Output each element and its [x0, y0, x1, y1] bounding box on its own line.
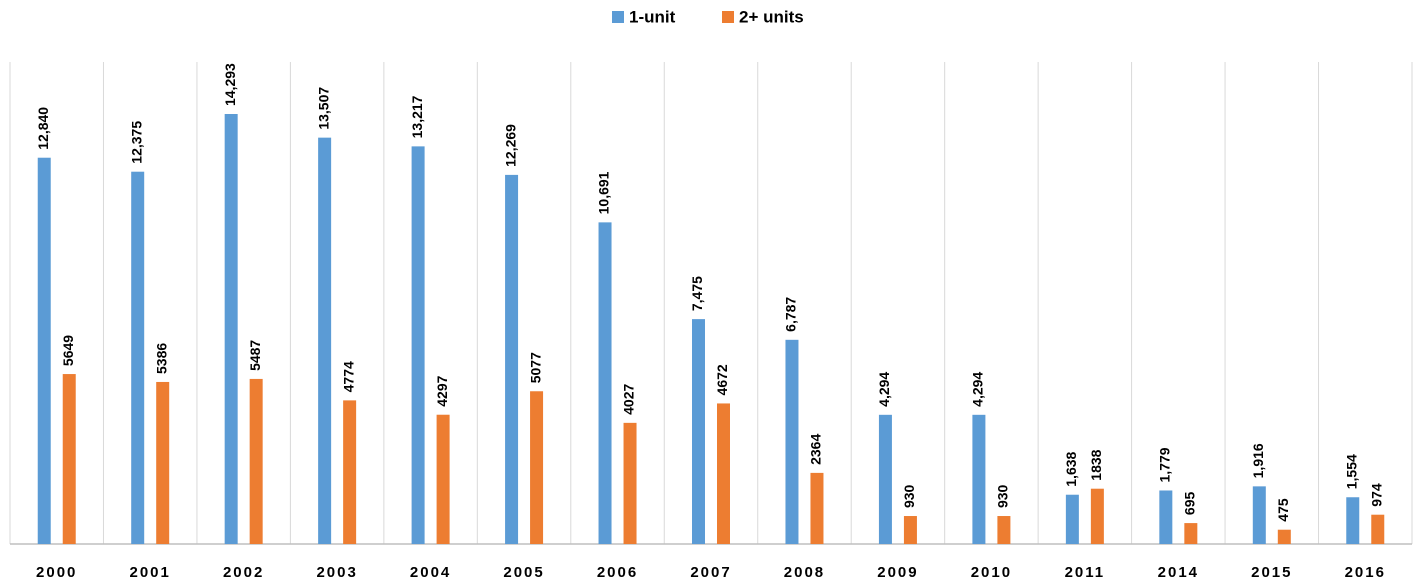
data-label: 4774 — [340, 361, 356, 392]
data-label: 10,691 — [596, 171, 612, 214]
bar — [318, 137, 332, 544]
data-label: 475 — [1275, 498, 1291, 522]
data-label: 5077 — [527, 352, 543, 383]
bar — [530, 391, 544, 544]
bar — [37, 157, 51, 544]
data-label: 13,507 — [315, 87, 331, 130]
data-label: 4,294 — [970, 372, 986, 407]
bar — [1346, 497, 1360, 544]
legend-swatch — [722, 11, 734, 23]
x-tick-label: 2015 — [1251, 564, 1292, 581]
bar — [785, 339, 799, 544]
bar — [717, 403, 730, 544]
bar — [343, 400, 357, 544]
bar — [997, 516, 1011, 544]
data-label: 4027 — [621, 383, 637, 414]
x-tick-label: 2014 — [1158, 564, 1199, 581]
data-label: 6,787 — [783, 297, 799, 332]
x-tick-label: 2005 — [503, 564, 544, 581]
legend-swatch — [612, 11, 624, 23]
bar — [131, 171, 145, 544]
data-label: 4,294 — [876, 372, 892, 407]
data-label: 1,554 — [1343, 454, 1359, 489]
data-label: 13,217 — [409, 95, 425, 138]
data-label: 5487 — [247, 340, 263, 371]
bar — [1184, 523, 1198, 544]
data-label: 7,475 — [689, 276, 705, 311]
x-tick-label: 2007 — [690, 564, 731, 581]
bar — [505, 174, 519, 544]
data-label: 5649 — [60, 335, 76, 366]
bar — [436, 414, 450, 544]
data-label: 1838 — [1088, 449, 1104, 480]
x-tick-label: 2000 — [36, 564, 77, 581]
x-tick-label: 2008 — [784, 564, 825, 581]
x-tick-label: 2009 — [877, 564, 918, 581]
legend-label: 2+ units — [739, 7, 804, 26]
bar — [1065, 494, 1079, 544]
bar — [598, 222, 612, 544]
bar — [878, 414, 892, 544]
bar — [810, 472, 824, 544]
bar — [623, 422, 637, 544]
bar — [156, 381, 170, 544]
bar — [1159, 490, 1173, 544]
data-label: 14,293 — [222, 63, 238, 106]
data-label: 12,375 — [128, 121, 144, 164]
data-label: 930 — [995, 484, 1011, 508]
data-label: 2364 — [808, 434, 824, 465]
data-label: 4672 — [714, 364, 730, 395]
bar — [1371, 514, 1385, 544]
data-label: 1,638 — [1063, 451, 1079, 486]
bar — [972, 414, 986, 544]
x-tick-label: 2011 — [1065, 564, 1106, 581]
bar — [1090, 488, 1104, 544]
data-label: 695 — [1182, 492, 1198, 516]
bar — [249, 378, 263, 544]
bar — [224, 114, 238, 544]
bar — [411, 146, 425, 544]
bar — [62, 374, 76, 544]
data-label: 1,916 — [1250, 443, 1266, 478]
data-label: 1,779 — [1157, 447, 1173, 482]
legend-label: 1-unit — [629, 7, 676, 26]
data-label: 12,269 — [502, 124, 518, 167]
bar — [903, 516, 917, 544]
x-tick-label: 2006 — [597, 564, 638, 581]
bar — [692, 319, 705, 544]
bar — [1252, 486, 1266, 544]
x-tick-label: 2001 — [130, 564, 171, 581]
data-label: 12,840 — [35, 107, 51, 150]
data-label: 5386 — [153, 343, 169, 374]
x-tick-label: 2003 — [316, 564, 357, 581]
x-tick-label: 2004 — [410, 564, 451, 581]
x-tick-label: 2016 — [1345, 564, 1386, 581]
x-tick-label: 2002 — [223, 564, 264, 581]
data-label: 930 — [901, 484, 917, 508]
x-tick-label: 2010 — [971, 564, 1012, 581]
data-label: 974 — [1368, 483, 1384, 507]
bar — [1277, 529, 1291, 544]
data-label: 4297 — [434, 375, 450, 406]
